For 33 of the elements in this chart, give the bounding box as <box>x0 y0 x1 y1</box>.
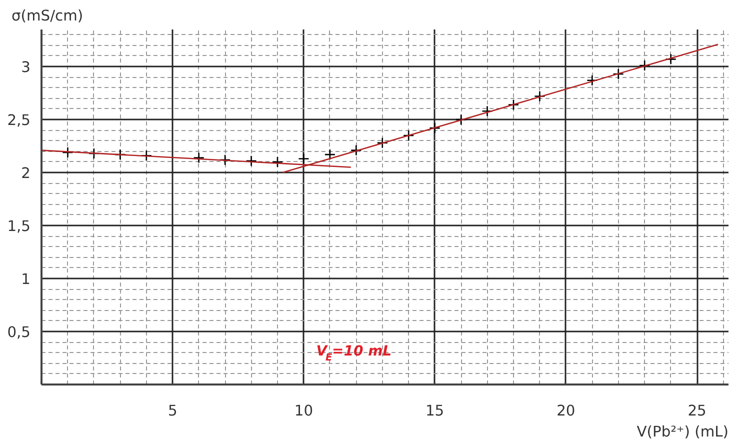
y-tick-label: 1 <box>21 271 31 288</box>
point <box>482 105 493 117</box>
point <box>612 68 624 80</box>
y-tick-label: 2 <box>21 165 31 182</box>
point <box>298 153 310 164</box>
x-axis-title: V(Pb²⁺) (mL) <box>636 424 729 440</box>
x-tick-label: 15 <box>425 402 444 420</box>
point <box>350 144 362 156</box>
y-tick-label: 0,5 <box>7 324 31 342</box>
x-tick-label: 5 <box>168 402 178 420</box>
y-tick-label: 2,5 <box>7 112 31 130</box>
y-tick-label: 3 <box>21 59 31 76</box>
y-axis-title: σ(mS/cm) <box>12 8 84 24</box>
point <box>534 90 546 102</box>
point <box>402 130 414 142</box>
x-tick-label: 25 <box>688 402 706 420</box>
point <box>665 54 676 65</box>
point <box>455 114 467 126</box>
point <box>140 150 152 162</box>
point <box>62 146 74 158</box>
point <box>272 156 284 168</box>
point <box>193 152 204 164</box>
point <box>586 74 598 86</box>
point <box>508 99 520 110</box>
point <box>638 60 650 72</box>
point <box>219 154 231 166</box>
point <box>324 148 336 160</box>
point <box>376 137 388 149</box>
point <box>246 155 257 167</box>
point <box>429 122 440 134</box>
y-tick-label: 1,5 <box>7 218 31 236</box>
x-tick-label: 10 <box>294 402 314 420</box>
x-tick-label: 20 <box>556 402 576 420</box>
